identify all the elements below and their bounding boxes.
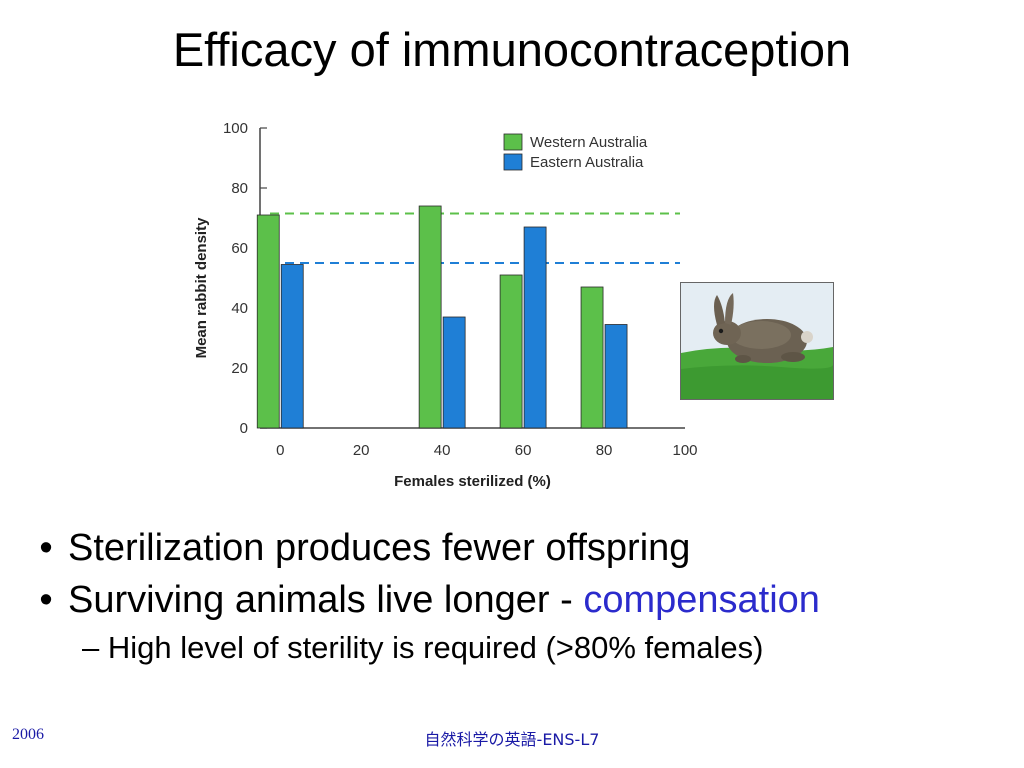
sub-bullet-item: – High level of sterility is required (>… — [82, 626, 1014, 670]
bar — [523, 226, 547, 429]
y-tick-label: 80 — [231, 180, 248, 197]
x-tick-label: 20 — [353, 442, 370, 459]
sub-bullet-dash: – — [82, 630, 108, 665]
legend-label: Western Australia — [530, 134, 648, 151]
bullet-item: • Sterilization produces fewer offspring — [24, 522, 1014, 574]
bar-chart: 0 20 40 60 80 100 0 20 40 60 80 100 Western Australi… — [193, 120, 698, 490]
bullet-dot: • — [39, 579, 53, 621]
footer-title: 自然科学の英語-ENS-L7 — [424, 730, 600, 749]
sub-bullet-text: High level of sterility is required (>80… — [107, 630, 764, 665]
bullet-item: • Surviving animals live longer - compens… — [24, 574, 1014, 626]
y-tick-label: 60 — [231, 240, 248, 257]
y-tick-label: 0 — [240, 420, 248, 437]
bar — [256, 214, 280, 429]
bar — [499, 274, 523, 429]
legend-label: Eastern Australia — [530, 154, 644, 171]
x-tick-label: 80 — [596, 442, 613, 459]
bullet-text: Surviving animals live longer - — [68, 579, 584, 621]
bullet-list: • Sterilization produces fewer offspring … — [24, 522, 1014, 670]
y-tick-label: 40 — [231, 300, 248, 317]
legend-swatch — [503, 133, 523, 151]
bullet-text: Sterilization produces fewer offspring — [68, 527, 691, 569]
bullet-dot: • — [39, 527, 53, 569]
slide-title: Efficacy of immunocontraception — [172, 23, 852, 76]
bar — [604, 324, 628, 429]
x-tick-label: 0 — [276, 442, 284, 459]
y-tick-label: 20 — [231, 360, 248, 377]
x-axis-title: Females sterilized (%) — [394, 473, 551, 490]
rabbit-icon — [681, 283, 833, 399]
x-tick-label: 100 — [672, 442, 697, 459]
bar — [580, 286, 604, 429]
y-axis-title: Mean rabbit density — [193, 217, 210, 359]
bar — [280, 264, 304, 429]
highlight-word: compensation — [583, 579, 820, 621]
legend-swatch — [503, 153, 523, 171]
footer-year: 2006 — [12, 726, 44, 743]
x-tick-label: 40 — [434, 442, 451, 459]
bar — [442, 316, 466, 429]
chart-area: 0 20 40 60 80 100 0 20 40 60 80 100 Western Australi… — [180, 110, 720, 500]
x-tick-label: 60 — [515, 442, 532, 459]
y-tick-label: 100 — [223, 120, 248, 137]
bar — [418, 205, 442, 429]
rabbit-photo — [680, 282, 834, 400]
